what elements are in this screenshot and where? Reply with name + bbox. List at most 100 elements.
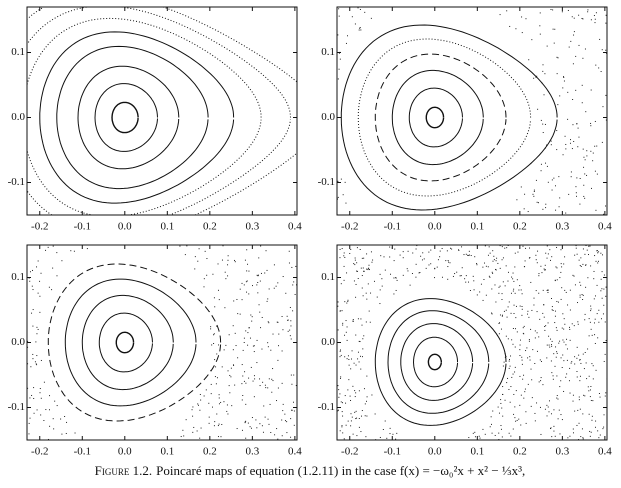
y-tick-label: -0.1 — [8, 401, 25, 413]
orbit-dot — [584, 173, 586, 175]
orbit-dot — [516, 279, 518, 281]
x-tick-label: 0.4 — [598, 221, 612, 233]
orbit-dot — [234, 384, 236, 386]
orbit-dot — [345, 402, 347, 404]
orbit-dot — [573, 325, 575, 327]
orbit-dot — [339, 377, 341, 379]
orbit-dot — [603, 426, 605, 428]
orbit-dot — [503, 310, 505, 312]
orbit-dot — [512, 272, 514, 274]
orbit-dot — [603, 288, 605, 290]
orbit-dot — [285, 292, 287, 294]
orbit-dot — [597, 260, 599, 262]
orbit-dot — [43, 420, 45, 422]
orbit-dot — [395, 277, 397, 279]
orbit-dot — [587, 254, 589, 256]
x-tick-label: -0.2 — [31, 446, 48, 458]
orbit-dot — [353, 280, 355, 282]
orbit-dot — [484, 245, 486, 247]
orbit-dot — [416, 245, 418, 247]
orbit-dot — [184, 254, 186, 256]
orbit-dot — [423, 258, 425, 260]
orbit-dot — [73, 250, 75, 252]
orbit-dot — [348, 358, 350, 360]
orbit-dot — [519, 349, 521, 351]
orbit-dot — [547, 291, 549, 293]
orbit-dot — [354, 259, 356, 261]
orbit-dot — [358, 417, 360, 419]
orbit-dot — [578, 354, 580, 356]
orbit-dot — [528, 340, 530, 342]
orbit-dot — [194, 268, 196, 270]
orbit-dot — [383, 256, 385, 258]
orbit-dot — [339, 393, 341, 395]
orbit-dot — [538, 336, 540, 338]
orbit-dot — [567, 304, 569, 306]
orbit-dot — [208, 422, 210, 424]
orbit-dot — [522, 378, 524, 380]
orbit-dot — [546, 245, 548, 247]
orbit-dot — [366, 396, 368, 398]
orbit-dot — [29, 271, 31, 273]
plot-frame — [26, 244, 298, 441]
orbit-dot — [593, 322, 595, 324]
orbit-dot — [596, 250, 598, 252]
orbit-dot — [552, 378, 554, 380]
orbit-dot — [351, 16, 353, 18]
orbit-dot — [86, 248, 88, 250]
orbit-dot — [282, 403, 284, 405]
orbit-dot — [32, 289, 34, 291]
orbit-dot — [590, 89, 592, 91]
orbit-dot — [351, 358, 353, 360]
orbit-dot — [228, 334, 230, 336]
orbit-dot — [458, 249, 460, 251]
orbit-dot — [580, 436, 582, 438]
orbit-dot — [54, 400, 56, 402]
orbit-dot — [560, 298, 562, 300]
orbit-dot — [554, 280, 556, 282]
orbit-dot — [539, 33, 541, 35]
orbit-dot — [368, 264, 370, 266]
orbit-dot — [578, 136, 580, 138]
orbit-dot — [571, 148, 573, 150]
orbit-dot — [510, 355, 512, 357]
x-tick-label: 0.1 — [160, 221, 174, 233]
orbit-dot — [348, 364, 350, 366]
orbit-dot — [548, 411, 550, 413]
x-tick-label: 0.2 — [203, 221, 217, 233]
orbit-dot — [572, 394, 574, 396]
orbit-dot — [232, 325, 234, 327]
orbit-dot — [532, 193, 534, 195]
orbit-dot — [508, 360, 510, 362]
orbit-dot — [569, 435, 571, 437]
orbit-dot — [402, 251, 404, 253]
orbit-dot — [576, 357, 578, 359]
orbit-dot — [600, 290, 602, 292]
orbit-dot — [355, 410, 357, 412]
orbit-dot — [210, 328, 212, 330]
orbit-dot — [48, 409, 50, 411]
orbit-dot — [577, 323, 579, 325]
orbit-dot — [579, 359, 581, 361]
orbit-dot — [548, 344, 550, 346]
orbit-dot — [216, 353, 218, 355]
orbit-dot — [587, 277, 589, 279]
orbit-dot — [47, 246, 49, 248]
orbit-curve — [47, 263, 222, 422]
orbit-dot — [355, 364, 357, 366]
orbit-dot — [537, 250, 539, 252]
orbit-dot — [590, 187, 592, 189]
orbit-dot — [246, 291, 248, 293]
orbit-dot — [245, 437, 247, 439]
orbit-dot — [281, 316, 283, 318]
orbit-dot — [568, 193, 570, 195]
orbit-dot — [344, 356, 346, 358]
orbit-dot — [245, 281, 247, 283]
orbit-dot — [236, 428, 238, 430]
orbit-dot — [521, 293, 523, 295]
orbit-dot — [498, 292, 500, 294]
orbit-dot — [591, 334, 593, 336]
orbit-dot — [598, 393, 600, 395]
orbit-dot — [355, 334, 357, 336]
